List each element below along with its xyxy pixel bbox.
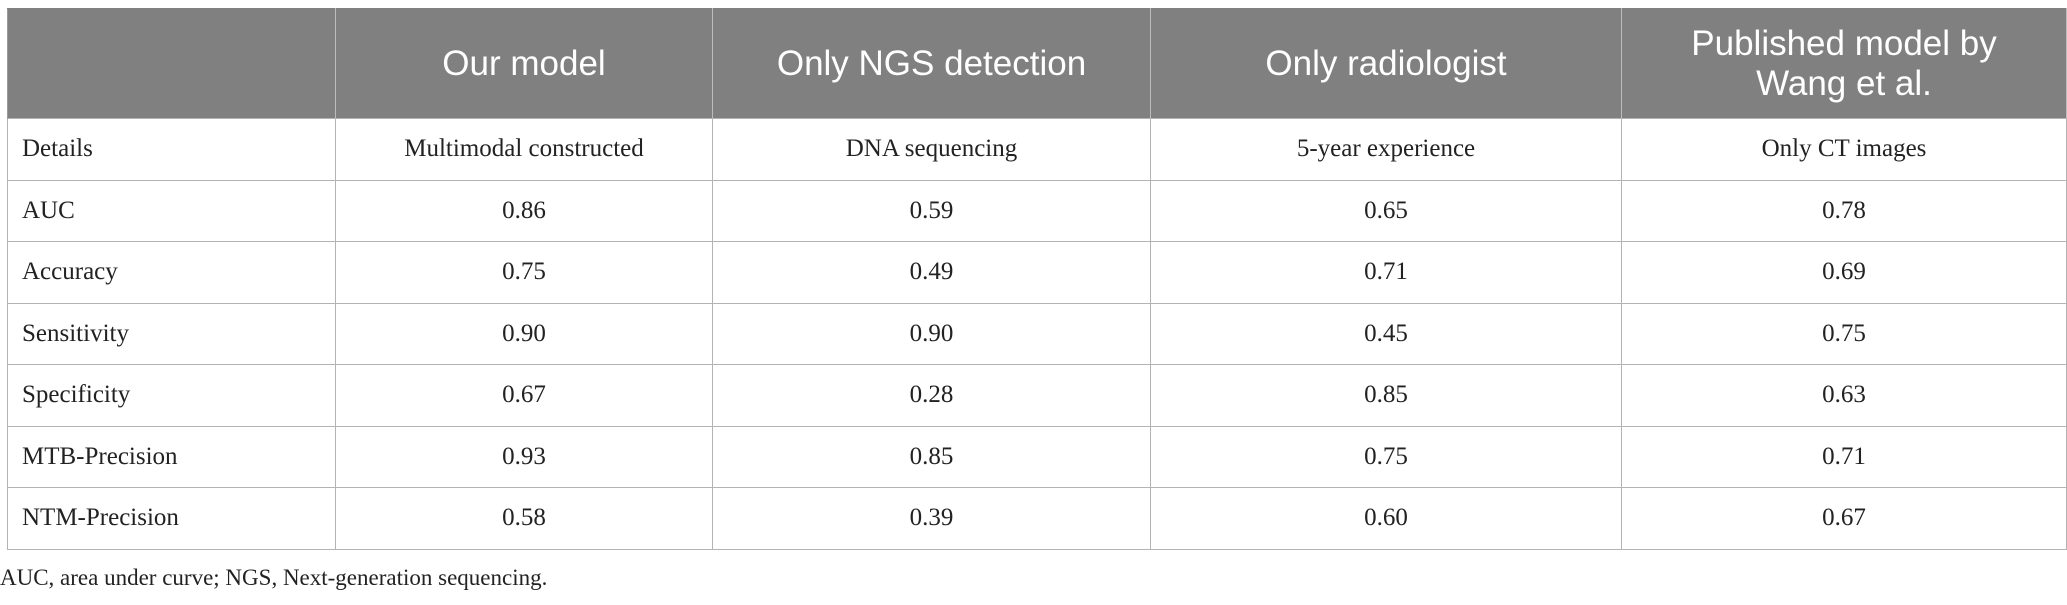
row-label: MTB-Precision <box>7 425 336 488</box>
table-row: Sensitivity 0.90 0.90 0.45 0.75 <box>7 302 2067 365</box>
table-header: Our model Only NGS detection Only radiol… <box>7 8 2067 119</box>
table-cell: 0.67 <box>335 364 713 427</box>
row-label: Details <box>7 118 336 181</box>
row-label: Specificity <box>7 364 336 427</box>
table-cell: 0.75 <box>1150 425 1622 488</box>
table-row: NTM-Precision 0.58 0.39 0.60 0.67 <box>7 487 2067 550</box>
table-cell: 0.60 <box>1150 487 1622 550</box>
table-cell: 0.86 <box>335 179 713 242</box>
table-cell: 0.78 <box>1621 179 2067 242</box>
header-cell-ngs-detection: Only NGS detection <box>712 8 1151 119</box>
table-row: AUC 0.86 0.59 0.65 0.78 <box>7 179 2067 242</box>
comparison-table: Our model Only NGS detection Only radiol… <box>7 8 2067 550</box>
table-cell: 0.93 <box>335 425 713 488</box>
table-cell: 0.75 <box>335 241 713 304</box>
table-cell: 0.59 <box>712 179 1151 242</box>
table-cell: 5-year experience <box>1150 118 1622 181</box>
row-label: Accuracy <box>7 241 336 304</box>
header-cell-wang-model: Published model by Wang et al. <box>1621 8 2067 119</box>
table-cell: 0.45 <box>1150 302 1622 365</box>
table-cell: 0.71 <box>1150 241 1622 304</box>
row-label: Sensitivity <box>7 302 336 365</box>
table-cell: 0.65 <box>1150 179 1622 242</box>
table-cell: 0.90 <box>335 302 713 365</box>
table-cell: Only CT images <box>1621 118 2067 181</box>
table-footnote: AUC, area under curve; NGS, Next-generat… <box>0 565 548 590</box>
table-cell: DNA sequencing <box>712 118 1151 181</box>
table-cell: 0.69 <box>1621 241 2067 304</box>
table-cell: Multimodal constructed <box>335 118 713 181</box>
header-cell-radiologist: Only radiologist <box>1150 8 1622 119</box>
table-row: Details Multimodal constructed DNA seque… <box>7 118 2067 181</box>
table-cell: 0.71 <box>1621 425 2067 488</box>
table-cell: 0.58 <box>335 487 713 550</box>
table-row: Specificity 0.67 0.28 0.85 0.63 <box>7 364 2067 427</box>
table-cell: 0.85 <box>1150 364 1622 427</box>
table-cell: 0.75 <box>1621 302 2067 365</box>
header-cell-our-model: Our model <box>335 8 713 119</box>
table-cell: 0.49 <box>712 241 1151 304</box>
table-row: Accuracy 0.75 0.49 0.71 0.69 <box>7 241 2067 304</box>
table-body: Details Multimodal constructed DNA seque… <box>7 118 2067 550</box>
table-row: MTB-Precision 0.93 0.85 0.75 0.71 <box>7 425 2067 488</box>
comparison-table-container: Our model Only NGS detection Only radiol… <box>7 8 2067 550</box>
table-cell: 0.39 <box>712 487 1151 550</box>
table-cell: 0.28 <box>712 364 1151 427</box>
table-cell: 0.63 <box>1621 364 2067 427</box>
header-cell-empty <box>7 8 336 119</box>
row-label: AUC <box>7 179 336 242</box>
row-label: NTM-Precision <box>7 487 336 550</box>
table-cell: 0.85 <box>712 425 1151 488</box>
table-cell: 0.67 <box>1621 487 2067 550</box>
table-cell: 0.90 <box>712 302 1151 365</box>
header-row: Our model Only NGS detection Only radiol… <box>7 8 2067 119</box>
